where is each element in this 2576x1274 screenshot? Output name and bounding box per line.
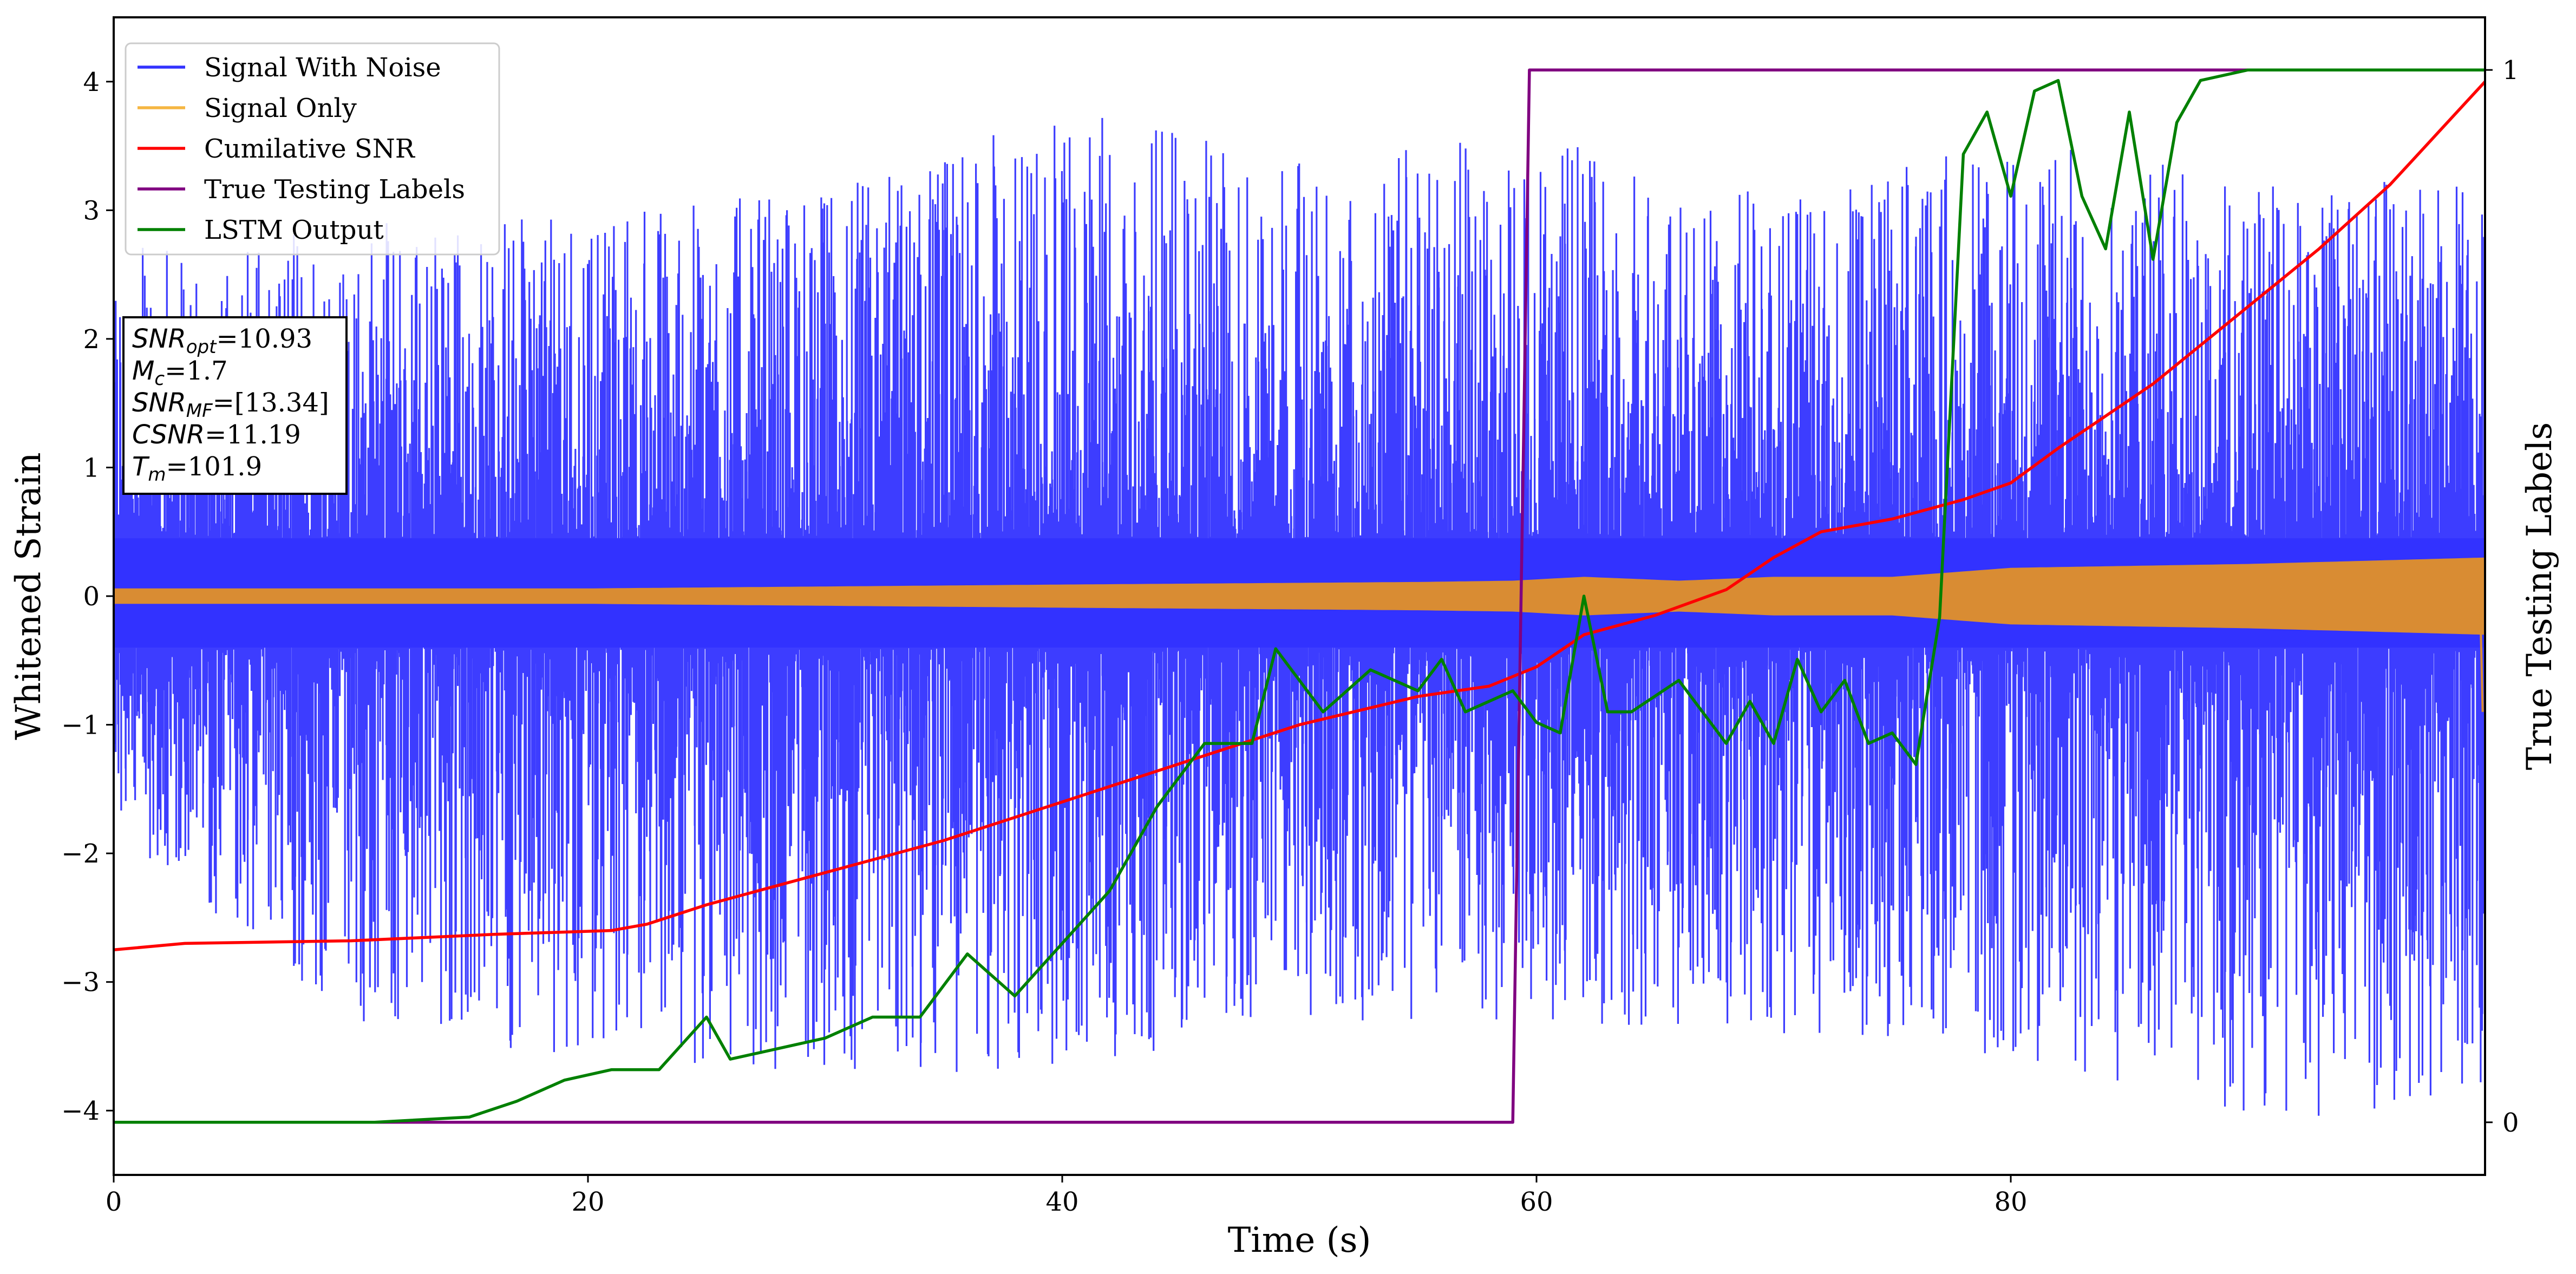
y-tick-label: 3 — [83, 195, 100, 226]
legend-box — [125, 42, 500, 256]
y-tick-label: 1 — [83, 453, 100, 483]
x-tick-label: 0 — [106, 1187, 122, 1217]
y-tick-label: 0 — [83, 582, 100, 612]
y-tick-label: −2 — [61, 839, 100, 869]
y-axis-left: −4 −3 −2 −1 0 1 2 3 4 — [61, 67, 114, 1126]
x-tick-label: 20 — [571, 1187, 604, 1217]
x-tick-label: 80 — [1994, 1187, 2027, 1217]
line-series — [114, 68, 2485, 1124]
y-right-tick-label: 1 — [2502, 55, 2519, 86]
cumilative-snr-line — [114, 80, 2485, 952]
x-tick-label: 40 — [1045, 1187, 1078, 1217]
annotation-line: CSNR=11.19 — [132, 420, 301, 450]
plot-area — [113, 16, 2486, 1176]
annotation-subscript: m — [148, 464, 166, 486]
annotation-value: =[13.34] — [213, 388, 329, 418]
y-axis-title: Whitened Strain — [9, 452, 49, 740]
signal-only-fill — [114, 557, 2485, 635]
legend-label: LSTM Output — [204, 215, 384, 245]
annotation-line: SNRMF=[13.34] — [132, 388, 329, 422]
legend: Signal With Noise Signal Only Cumilative S… — [125, 42, 500, 256]
y-axis-right-title: True Testing Labels — [2520, 422, 2560, 770]
annotation-subscript: opt — [186, 336, 217, 358]
annotation-box: SNRopt=10.93Mc=1.7SNRMF=[13.34]CSNR=11.1… — [122, 316, 348, 495]
y-axis-right: 01 — [2485, 55, 2519, 1138]
annotation-symbol: CSNR — [132, 420, 205, 450]
annotation-value: =101.9 — [166, 452, 262, 482]
annotation-symbol: SNR — [132, 324, 186, 354]
annotation-line: SNRopt=10.93 — [132, 324, 312, 358]
annotation-subscript: c — [154, 368, 165, 390]
y-tick-label: 4 — [83, 67, 100, 97]
annotation-line: Mc=1.7 — [132, 356, 228, 390]
annotation-value: =10.93 — [216, 324, 312, 354]
legend-label: Cumilative SNR — [204, 134, 416, 164]
signal-only-series — [114, 557, 2485, 712]
annotation-value: =1.7 — [165, 356, 228, 386]
lstm-output-line — [114, 68, 2485, 1124]
x-axis-title: Time (s) — [1228, 1220, 1371, 1260]
y-tick-label: 2 — [83, 324, 100, 355]
annotation-symbol: SNR — [132, 388, 186, 418]
annotation-symbol: T — [132, 452, 150, 482]
annotation-symbol: M — [132, 356, 154, 386]
annotation-subscript: MF — [186, 400, 213, 422]
annotation-frame — [122, 316, 348, 495]
signal-only-end — [2479, 609, 2484, 712]
x-axis: 0 20 40 60 80 — [106, 1175, 2028, 1217]
legend-label: Signal Only — [204, 93, 357, 123]
y-right-tick-label: 0 — [2502, 1108, 2519, 1138]
true-testing-labels-line — [114, 68, 2485, 1124]
legend-label: True Testing Labels — [204, 174, 465, 205]
y-tick-label: −1 — [61, 710, 100, 741]
x-tick-label: 60 — [1520, 1187, 1553, 1217]
y-tick-label: −4 — [61, 1096, 100, 1126]
annotation-line: Tm=101.9 — [132, 452, 262, 486]
legend-label: Signal With Noise — [204, 53, 441, 83]
annotation-value: =11.19 — [205, 420, 301, 450]
y-tick-label: −3 — [61, 968, 100, 998]
